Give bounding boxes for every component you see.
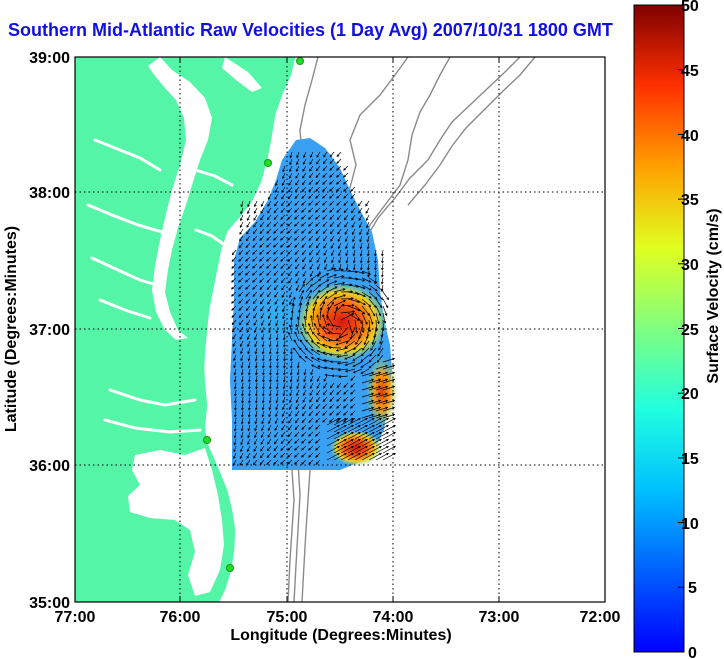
- colorbar: 50 45 40 35 30 25 20 15 10 5 0 Surface V…: [633, 0, 722, 659]
- velocity-hotspot-south: [330, 430, 382, 466]
- delaware-bay: [222, 57, 262, 92]
- colorbar-label: Surface Velocity (cm/s): [705, 208, 722, 383]
- y-tick-label: 36:00: [29, 458, 70, 475]
- y-tick-label: 35:00: [29, 595, 70, 612]
- map-gridlines: [75, 57, 605, 602]
- coastline: [204, 57, 297, 602]
- map-frame: [74, 56, 606, 603]
- pamlico-sound: [128, 448, 224, 596]
- velocity-vector-arrows: [231, 151, 396, 467]
- y-tick-label: 38:00: [29, 185, 70, 202]
- y-tick-label: 37:00: [29, 322, 70, 339]
- colorbar-tick-label: 45: [681, 63, 699, 80]
- chesapeake-bay: [148, 57, 212, 340]
- colorbar-tick-label: 25: [681, 322, 699, 339]
- colorbar-tick-label: 35: [681, 192, 699, 209]
- x-tick-marks: [179, 57, 500, 602]
- colorbar-tick-label: 50: [681, 0, 699, 15]
- radar-sites: [203, 57, 304, 572]
- colorbar-gradient: [633, 4, 685, 653]
- colorbar-tick-label: 5: [688, 580, 697, 597]
- river-inlets: [86, 138, 234, 434]
- colorbar-tick-label: 0: [688, 645, 697, 659]
- colorbar-tick-label: 10: [681, 516, 699, 533]
- radar-site-marker: [264, 159, 272, 167]
- x-tick-label: 77:00: [55, 609, 96, 626]
- radar-site-marker: [226, 564, 234, 572]
- radar-site-marker: [203, 436, 211, 444]
- map-title: Southern Mid-Atlantic Raw Velocities (1 …: [8, 20, 613, 40]
- x-tick-label: 74:00: [373, 609, 414, 626]
- colorbar-tick-label: 40: [681, 128, 699, 145]
- colorbar-tick-label: 20: [681, 386, 699, 403]
- y-axis-label: Latitude (Degrees:Minutes): [3, 226, 20, 432]
- y-tick-label: 39:00: [29, 50, 70, 67]
- colorbar-tick-label: 30: [681, 257, 699, 274]
- radar-site-marker: [296, 57, 304, 65]
- velocity-vectors: [231, 151, 396, 467]
- colorbar-tick-label: 15: [681, 451, 699, 468]
- x-axis-label: Longitude (Degrees:Minutes): [230, 627, 451, 644]
- x-tick-label: 76:00: [160, 609, 201, 626]
- x-tick-label: 73:00: [479, 609, 520, 626]
- x-tick-label: 72:00: [580, 609, 621, 626]
- velocity-field: [230, 138, 398, 470]
- land-mass: [75, 57, 296, 602]
- colorbar-tick-marks: [678, 4, 684, 653]
- x-tick-label: 75:00: [267, 609, 308, 626]
